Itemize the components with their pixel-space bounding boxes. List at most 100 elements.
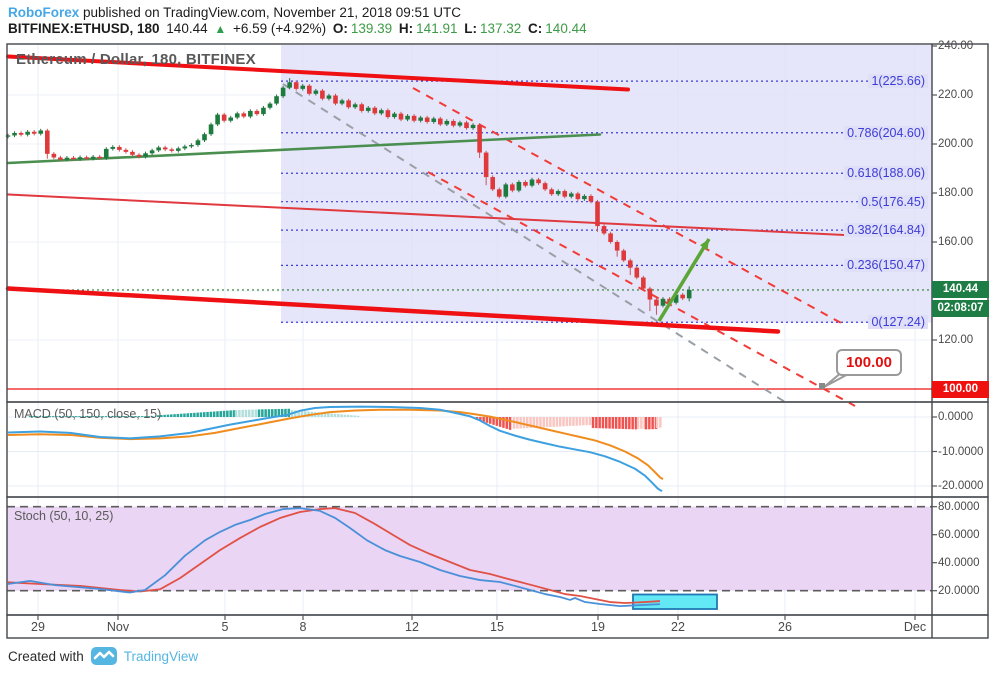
symbol-name[interactable]: BITFINEX:ETHUSD, 180: [8, 21, 160, 36]
macd-hist-bar: [251, 409, 254, 417]
macd-indicator-label[interactable]: MACD (50, 150, close, 15): [14, 407, 162, 421]
candle-body: [45, 130, 50, 154]
macd-hist-bar: [505, 417, 508, 429]
macd-hist-bar: [163, 414, 166, 417]
fib-level-label[interactable]: 0.236(150.47): [844, 258, 928, 273]
macd-hist-bar: [485, 417, 489, 423]
macd-hist-bar: [78, 416, 81, 418]
candle-body: [451, 120, 456, 126]
macd-hist-bar: [261, 409, 264, 417]
macd-hist-bar: [559, 417, 562, 427]
macd-hist-bar: [294, 410, 297, 417]
macd-hist-bar: [114, 416, 118, 418]
fib-level-label[interactable]: 0.382(164.84): [844, 223, 928, 238]
stoch-indicator-label[interactable]: Stoch (50, 10, 25): [14, 509, 114, 523]
price-scale-label: 240.00: [938, 40, 974, 52]
candle-body: [490, 177, 495, 190]
lower-support-thick[interactable]: [5, 286, 781, 334]
fib-level-label[interactable]: 0(127.24): [868, 315, 928, 330]
price-scale-label: 220.00: [938, 89, 974, 101]
candle-body: [595, 201, 600, 227]
close-value: 140.44: [545, 21, 587, 36]
time-axis-label: 22: [671, 620, 685, 634]
candle-body: [130, 151, 135, 155]
tradingview-logo-icon[interactable]: [90, 647, 117, 665]
candle-body: [654, 299, 659, 306]
candle-body: [562, 191, 568, 197]
macd-hist-bar: [320, 412, 323, 417]
candle-body: [516, 181, 522, 191]
low-value: 137.32: [479, 21, 522, 36]
macd-hist-bar: [502, 417, 505, 428]
highlight-region[interactable]: [281, 45, 932, 323]
candle-body: [195, 140, 201, 145]
callout-anchor-dot: [819, 383, 825, 389]
gray-dashed[interactable]: [282, 83, 786, 403]
macd-hist-bar: [264, 409, 267, 417]
macd-hist-bar: [226, 410, 229, 417]
time-axis-label: Dec: [903, 620, 927, 634]
high-label: H:: [398, 21, 414, 36]
macd-hist-bar: [565, 417, 569, 427]
candle-body: [103, 148, 109, 159]
macd-scale-label: 0.0000: [938, 411, 974, 423]
fib-level-label[interactable]: 0.786(204.60): [844, 125, 928, 140]
macd-hist-bar: [588, 417, 592, 426]
macd-hist-bar: [495, 417, 499, 426]
candle-body: [536, 179, 541, 184]
candle-body: [555, 191, 561, 195]
candle-body: [346, 100, 351, 108]
macd-hist-bar: [173, 414, 176, 417]
macd-hist-bar: [277, 408, 281, 417]
chart-title[interactable]: Ethereum / Dollar, 180, BITFINEX: [16, 51, 256, 68]
time-axis-label: 19: [591, 620, 605, 634]
tradingview-brand-link[interactable]: TradingView: [123, 648, 199, 664]
publish-byline: RoboForex published on TradingView.com, …: [8, 5, 461, 20]
publisher-link[interactable]: RoboForex: [8, 5, 80, 20]
projection-arrow[interactable]: [657, 238, 711, 322]
candle-body: [686, 289, 692, 299]
fib-level-label[interactable]: 0.5(176.45): [858, 194, 928, 209]
fib-level-label[interactable]: 0.618(188.06): [844, 166, 928, 181]
macd-hist-bar: [127, 416, 131, 418]
mid-red-line[interactable]: [7, 193, 866, 237]
candle-body: [392, 113, 397, 118]
macd-hist-bar: [539, 417, 542, 428]
last-price-badge: 140.44: [932, 281, 989, 298]
macd-hist-bar: [28, 416, 32, 418]
channel-dashed-upper[interactable]: [412, 87, 844, 325]
macd-hist-bar: [601, 417, 605, 429]
price-scale-label: 200.00: [938, 138, 974, 150]
macd-hist-bar: [343, 414, 347, 417]
channel-dashed-lower[interactable]: [427, 171, 856, 407]
stoch-band: [7, 506, 932, 591]
macd-hist-bar: [183, 413, 186, 417]
candle-body: [470, 124, 476, 129]
macd-hist-bar: [124, 416, 127, 418]
candle-body: [542, 183, 548, 190]
macd-hist-bar: [257, 409, 261, 417]
macd-hist-bar: [640, 417, 643, 429]
macd-hist-bar: [68, 416, 71, 418]
candle-body: [274, 96, 279, 104]
stoch-scale-label: 60.0000: [938, 528, 980, 541]
candle-body: [444, 120, 450, 125]
macd-hist-bar: [117, 416, 121, 418]
stoch-k-line: [7, 507, 661, 607]
macd-hist-bar: [254, 409, 258, 417]
macd-hist-bar: [350, 415, 353, 417]
macd-hist-bar: [304, 411, 307, 417]
candle-body: [365, 107, 371, 111]
price-callout[interactable]: 100.00: [836, 349, 902, 376]
macd-hist-bar: [274, 409, 277, 417]
upper-resistance-thick[interactable]: [6, 54, 630, 92]
fib-level-label[interactable]: 1(225.66): [868, 74, 928, 89]
macd-hist-bar: [193, 412, 196, 417]
macd-hist-bar: [38, 416, 42, 418]
candle-body: [234, 113, 240, 118]
macd-hist-bar: [492, 417, 495, 425]
macd-hist-bar: [545, 417, 549, 428]
candle-body: [496, 189, 502, 197]
macd-hist-bar: [595, 417, 598, 429]
